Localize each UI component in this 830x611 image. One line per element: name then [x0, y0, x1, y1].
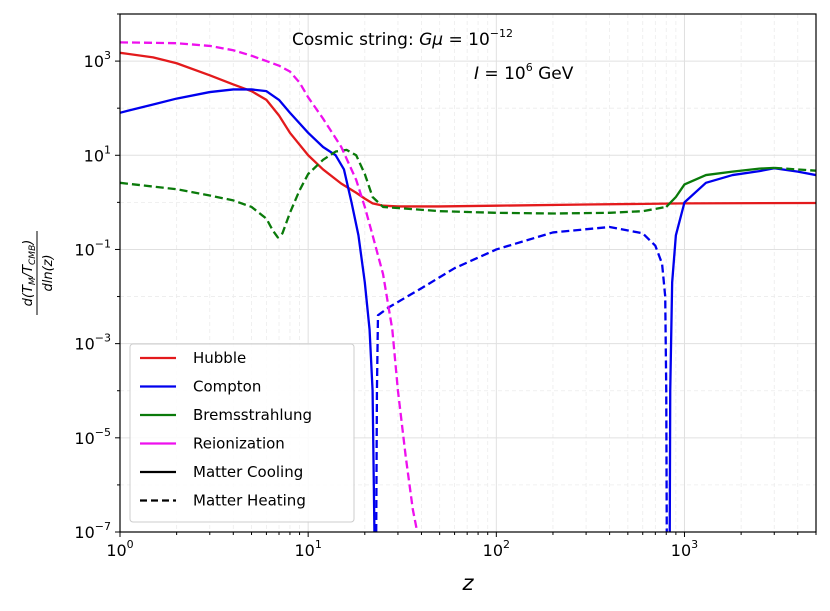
svg-text:dln(z): dln(z): [41, 254, 56, 291]
series-compton-cooling: [120, 88, 376, 532]
y-tick-label: 10−5: [74, 426, 111, 448]
ticks: [115, 13, 817, 537]
legend-label-matter-heating: Matter Heating: [193, 492, 306, 510]
legend-label-reionization: Reionization: [193, 435, 285, 453]
plot-frame: [119, 13, 817, 533]
annotation-energy: I = 106 GeV: [474, 61, 574, 84]
y-tick-label: 103: [84, 49, 111, 71]
y-tick-label: 10−3: [74, 332, 111, 354]
series-reionization-heating: [120, 41, 419, 532]
annotation-cosmic-string: Cosmic string: Gμ = 10−12: [292, 27, 513, 50]
x-tick-label: 102: [483, 538, 510, 560]
x-tick-label: 101: [294, 538, 321, 560]
legend: Hubble Compton Bremsstrahlung Reionization M…: [129, 343, 355, 523]
x-axis-label: z: [461, 571, 474, 595]
grid: [119, 13, 817, 533]
series-group: [120, 41, 816, 532]
series-bremsstrahlung-heating: [120, 148, 667, 239]
y-tick-label: 10−7: [74, 520, 111, 542]
x-tick-label: 103: [671, 538, 698, 560]
series-bremsstrahlung-heating: [774, 166, 816, 172]
x-tick-label: 100: [106, 538, 133, 560]
y-tick-label: 10−1: [74, 237, 111, 259]
legend-label-hubble: Hubble: [193, 349, 246, 367]
series-hubble-cooling: [120, 51, 816, 208]
legend-label-bremsstrahlung: Bremsstrahlung: [193, 406, 312, 424]
legend-box: [129, 343, 355, 523]
legend-label-matter-cooling: Matter Cooling: [193, 463, 303, 481]
tick-labels: 100 101 102 103 10−7 10−5 10−3 10−1 101 103: [74, 49, 698, 560]
series-compton-heating: [375, 225, 668, 532]
legend-label-compton: Compton: [193, 378, 261, 396]
y-tick-label: 101: [84, 143, 111, 165]
svg-text:d(TM/TCMB): d(TM/TCMB): [21, 240, 38, 307]
y-axis-label: d(TM/TCMB) dln(z): [21, 231, 56, 315]
series-bremsstrahlung-cooling: [665, 166, 775, 208]
